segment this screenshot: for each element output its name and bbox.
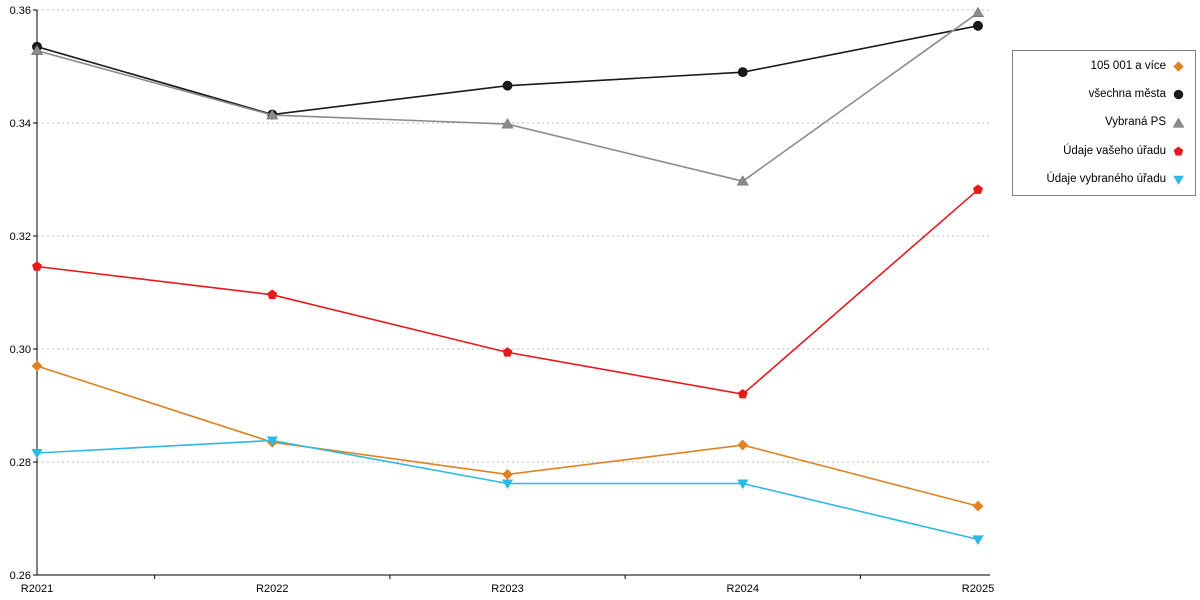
svg-text:0.32: 0.32 [10, 231, 31, 243]
legend-label: Údaje vybraného úřadu [1046, 172, 1166, 185]
svg-text:0.26: 0.26 [10, 570, 31, 582]
svg-text:R2023: R2023 [491, 583, 523, 595]
legend-item: všechna města [1023, 88, 1185, 101]
legend: 105 001 a více všechna města Vybraná PS Úda… [1012, 50, 1196, 196]
legend-label: všechna města [1088, 88, 1166, 100]
legend-item: Údaje vašeho úřadu [1023, 145, 1185, 158]
svg-text:0.30: 0.30 [10, 344, 31, 356]
svg-text:0.36: 0.36 [10, 5, 31, 17]
triangle-up-marker-icon [1172, 117, 1185, 128]
legend-item: 105 001 a více [1023, 60, 1185, 73]
circle-marker-icon [1173, 90, 1184, 100]
svg-text:R2021: R2021 [21, 583, 53, 595]
svg-text:R2025: R2025 [962, 583, 994, 595]
legend-item: Vybraná PS [1023, 117, 1185, 130]
svg-text:0.28: 0.28 [10, 457, 31, 469]
diamond-marker-icon [1173, 61, 1184, 72]
triangle-down-marker-icon [1173, 175, 1184, 185]
svg-text:R2022: R2022 [256, 583, 288, 595]
svg-text:R2024: R2024 [727, 583, 759, 595]
legend-label: Údaje vašeho úřadu [1063, 144, 1166, 157]
pentagon-marker-icon [1173, 146, 1184, 156]
legend-label: 105 001 a více [1090, 59, 1166, 72]
legend-item: Údaje vybraného úřadu [1023, 173, 1185, 186]
svg-text:0.34: 0.34 [10, 118, 31, 130]
legend-label: Vybraná PS [1105, 116, 1166, 129]
